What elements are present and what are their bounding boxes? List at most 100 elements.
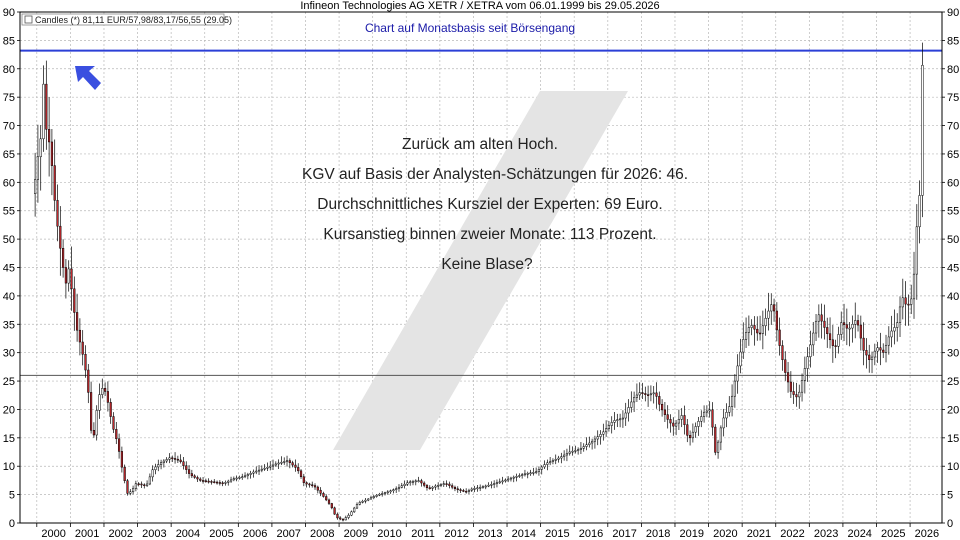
candle-up [42,83,45,140]
candle-up [809,344,812,357]
candle-down [45,83,48,130]
candle-up [154,466,157,471]
candle-down [81,341,84,355]
candle-up [574,450,577,452]
candle-down [753,325,756,330]
candle-down [53,165,56,201]
candle-up [101,388,104,395]
candle-up [498,481,501,484]
candle-down [201,480,205,482]
candle-up [523,473,527,476]
candle-up [437,484,440,487]
x-tick-label: 2023 [814,528,838,540]
watermark-logo [333,91,628,450]
candle-up [383,492,387,494]
y-tick-label: 35 [3,319,15,331]
candle-down [218,482,221,484]
annotation-line-4: Kursanstieg binnen zweier Monate: 113 Pr… [323,226,656,243]
y-tick-label-right: 40 [947,291,959,303]
chart-title: Infineon Technologies AG XETR / XETRA vo… [300,0,659,12]
x-tick-label: 2005 [209,528,233,540]
candle-up [725,412,728,419]
x-tick-label: 2017 [612,528,636,540]
x-tick-label: 2002 [109,528,133,540]
annotation-block: Zurück am alten Hoch. KGV auf Basis der … [302,136,688,273]
candle-down [48,129,51,143]
candle-up [546,462,549,465]
candle-up [238,477,241,479]
candle-down [196,477,199,480]
candle-down [775,310,778,331]
candle-up [616,419,619,421]
y-tick-label-right: 70 [947,121,959,133]
candle-down [210,481,213,483]
candle-up [344,517,347,521]
candle-up [876,347,879,352]
candle-down [302,476,305,483]
candle-up [675,422,678,427]
y-tick-label: 60 [3,177,15,189]
candle-up [543,464,546,468]
candle-up [361,501,364,503]
candle-down [781,345,784,361]
candle-up [705,410,708,413]
candle-down [339,517,342,520]
candle-down [319,489,322,494]
candle-up [381,493,384,495]
candle-up [512,476,515,479]
y-axis-left: 0 5 10 15 20 25 30 35 40 45 50 55 60 65 70 75 80 85 90 [3,7,20,530]
candle-up [232,478,235,481]
candle-up [515,476,518,478]
candle-up [392,489,395,492]
candle-down [823,320,826,328]
candle-up [414,480,417,483]
candle-down [666,414,669,420]
candle-up [649,393,652,396]
candle-up [369,497,373,500]
candle-up [798,391,801,398]
candle-down [459,489,462,491]
candle-down [784,359,787,373]
candle-down [171,457,174,460]
y-tick-label: 45 [3,263,15,275]
candle-up [700,416,703,422]
candle-down [185,465,188,470]
candle-up [582,446,585,449]
candle-down [199,478,202,481]
x-tick-label: 2011 [411,528,435,540]
candle-up [95,410,98,436]
candle-up [730,395,734,407]
candle-up [403,483,406,486]
candle-up [898,306,902,323]
candle-up [893,327,896,332]
candle-up [521,474,524,476]
x-tick-label: 2016 [579,528,603,540]
candle-down [845,324,848,329]
candle-up [621,417,625,420]
candle-up [285,460,289,462]
candle-down [644,393,647,395]
candle-up [549,461,552,464]
candle-down [655,392,658,397]
candle-down [658,396,661,405]
candle-down [868,354,871,361]
candle-down [686,424,689,436]
y-tick-label-right: 60 [947,177,959,189]
candle-down [327,499,331,504]
candle-up [67,268,70,284]
candle-up [728,406,731,413]
candle-down [294,464,297,468]
candle-up [568,451,571,454]
candles [34,42,924,522]
candle-up [490,484,493,486]
x-tick-label: 2003 [142,528,166,540]
candle-down [661,403,664,411]
candle-up [605,428,608,433]
chart-subtitle: Chart auf Monatsbasis seit Börsengang [365,21,575,35]
candle-up [395,488,398,490]
arrow-icon [75,66,101,90]
candle-down [462,490,465,492]
candle-down [448,483,451,486]
candle-down [120,451,123,468]
candle-up [526,473,529,475]
